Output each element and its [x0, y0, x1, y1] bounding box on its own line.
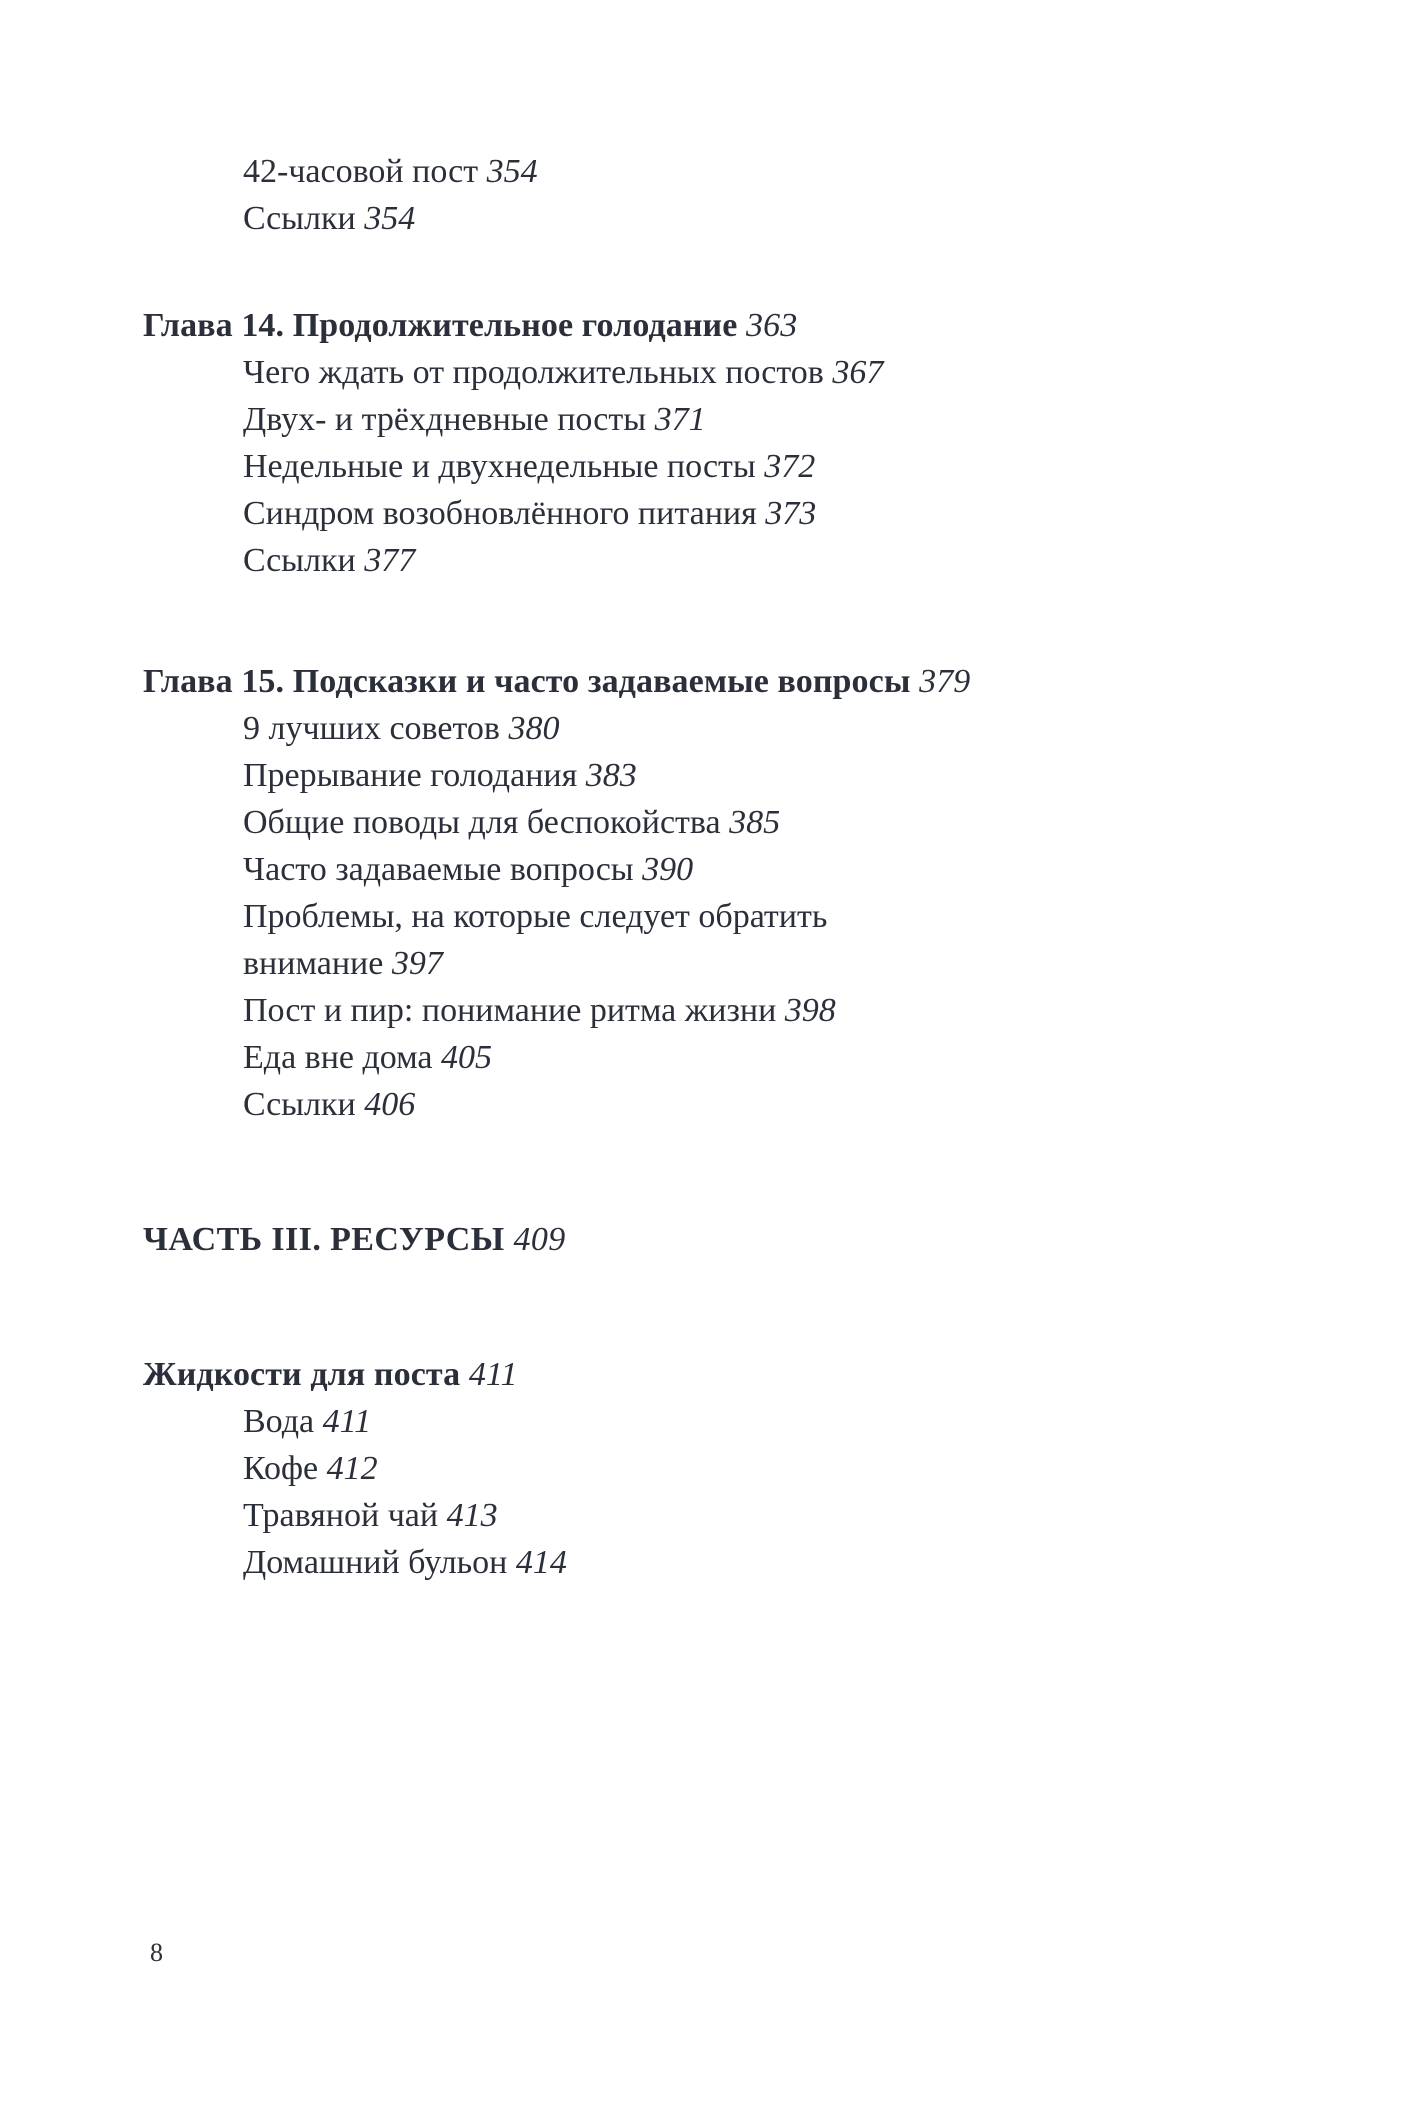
toc-entry-title: Кофе: [243, 1450, 319, 1487]
toc-entry: Недельные и двухнедельные посты 372: [143, 443, 973, 490]
toc-entry-title: Ссылки: [243, 200, 356, 237]
page-folio: 8: [150, 1938, 163, 1967]
toc-entry-title: Еда вне дома: [243, 1039, 433, 1076]
toc-entry: Травяной чай 413: [143, 1492, 973, 1539]
toc-chapter-heading: Глава 15. Подсказки и часто задаваемые в…: [143, 658, 973, 705]
toc-section-title: Жидкости для поста: [143, 1356, 461, 1393]
toc-entry-page: 398: [784, 992, 836, 1029]
toc-entry-page: 411: [322, 1403, 372, 1440]
toc-entry-title: Чего ждать от продолжительных постов: [243, 354, 824, 391]
toc-entry-page: 385: [729, 804, 781, 841]
toc-entry: Двух- и трёхдневные посты 371: [143, 396, 973, 443]
toc-section-heading: Жидкости для поста 411: [143, 1351, 973, 1398]
toc-entry: Часто задаваемые вопросы 390: [143, 846, 973, 893]
toc-entry-page: 412: [326, 1450, 378, 1487]
toc-entry: 42-часовой пост 354: [143, 148, 973, 195]
toc-chapter-page: 379: [919, 663, 971, 700]
toc-entry: Ссылки 406: [143, 1081, 973, 1128]
toc-entry-title: Недельные и двухнедельные посты: [243, 448, 756, 485]
toc-entry: Кофе 412: [143, 1445, 973, 1492]
toc-chapter-title: Глава 14. Продолжительное голодание: [143, 307, 738, 344]
toc-chapter-page: 363: [746, 307, 798, 344]
toc-entry-page: 354: [364, 200, 416, 237]
toc-group-part-3: ЧАСТЬ III. РЕСУРСЫ 409: [143, 1216, 973, 1263]
toc-entry-title: Ссылки: [243, 542, 356, 579]
toc-entry-page: 377: [364, 542, 416, 579]
toc-entry: Проблемы, на которые следует обратить вн…: [143, 893, 973, 987]
toc-entry-page: 413: [446, 1497, 498, 1534]
toc-entry-title: Проблемы, на которые следует обратить вн…: [243, 898, 828, 982]
toc-part-title: ЧАСТЬ III. РЕСУРСЫ: [143, 1221, 505, 1258]
toc-entry-title: Вода: [243, 1403, 315, 1440]
toc-entry-title: Домашний бульон: [243, 1544, 508, 1581]
toc-part-heading: ЧАСТЬ III. РЕСУРСЫ 409: [143, 1216, 973, 1263]
toc-entry-title: Общие поводы для беспокойства: [243, 804, 721, 841]
toc-group-fasting-fluids: Жидкости для поста 411 Вода 411 Кофе 412…: [143, 1351, 973, 1586]
toc-section-page: 411: [468, 1356, 518, 1393]
toc-entry: Еда вне дома 405: [143, 1034, 973, 1081]
toc-part-page: 409: [513, 1221, 566, 1258]
toc-chapter-heading: Глава 14. Продолжительное голодание 363: [143, 302, 973, 349]
toc-entry-page: 371: [654, 401, 706, 438]
toc-entry: 9 лучших советов 380: [143, 705, 973, 752]
toc-entry-title: Двух- и трёхдневные посты: [243, 401, 647, 438]
toc-entry-title: 42-часовой пост: [243, 153, 479, 190]
toc-entry: Вода 411: [143, 1398, 973, 1445]
toc-entry-page: 390: [642, 851, 694, 888]
toc-entry-page: 373: [765, 495, 817, 532]
toc-entry-page: 367: [832, 354, 884, 391]
toc-entry: Общие поводы для беспокойства 385: [143, 799, 973, 846]
toc-entry-page: 405: [441, 1039, 493, 1076]
toc-entry-page: 383: [585, 757, 637, 794]
table-of-contents: 42-часовой пост 354 Ссылки 354 Глава 14.…: [143, 148, 973, 1586]
toc-entry: Чего ждать от продолжительных постов 367: [143, 349, 973, 396]
toc-entry-page: 397: [391, 945, 443, 982]
toc-entry: Пост и пир: понимание ритма жизни 398: [143, 987, 973, 1034]
toc-entry: Синдром возобновлённого питания 373: [143, 490, 973, 537]
toc-entry-title: 9 лучших советов: [243, 710, 500, 747]
toc-entry: Домашний бульон 414: [143, 1539, 973, 1586]
toc-entry-title: Пост и пир: понимание ритма жизни: [243, 992, 777, 1029]
toc-group-chapter-14: Глава 14. Продолжительное голодание 363 …: [143, 302, 973, 584]
toc-entry-title: Часто задаваемые вопросы: [243, 851, 634, 888]
toc-entry: Ссылки 377: [143, 537, 973, 584]
toc-entry: Ссылки 354: [143, 195, 973, 242]
toc-entry-title: Прерывание голодания: [243, 757, 578, 794]
toc-entry-page: 380: [508, 710, 560, 747]
toc-entry-page: 354: [486, 153, 538, 190]
toc-entry-page: 414: [515, 1544, 567, 1581]
toc-entry-title: Синдром возобновлённого питания: [243, 495, 757, 532]
toc-group-chapter-15: Глава 15. Подсказки и часто задаваемые в…: [143, 658, 973, 1128]
toc-entry-page: 372: [764, 448, 816, 485]
toc-entry: Прерывание голодания 383: [143, 752, 973, 799]
toc-entry-title: Ссылки: [243, 1086, 356, 1123]
toc-entry-page: 406: [364, 1086, 416, 1123]
toc-group-chapter-13-tail: 42-часовой пост 354 Ссылки 354: [143, 148, 973, 242]
toc-chapter-title: Глава 15. Подсказки и часто задаваемые в…: [143, 663, 911, 700]
toc-entry-title: Травяной чай: [243, 1497, 439, 1534]
